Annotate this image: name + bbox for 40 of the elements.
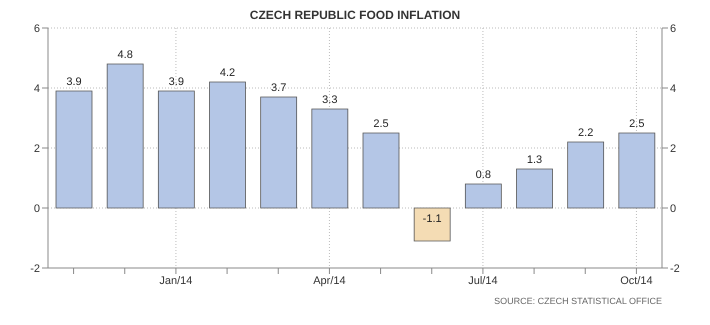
data-label: 3.9 <box>66 76 82 88</box>
y-tick-label: -2 <box>30 262 40 275</box>
data-label: 3.9 <box>168 76 184 88</box>
y-tick-label: 0 <box>34 202 40 215</box>
data-label: 4.8 <box>118 49 133 61</box>
y2-tick-label: 2 <box>670 142 676 155</box>
data-label: 1.3 <box>526 154 542 166</box>
y2-tick-label: 4 <box>670 82 676 95</box>
bar <box>260 96 298 208</box>
bar <box>209 82 246 208</box>
source-note: SOURCE: CZECH STATISTICAL OFFICE <box>493 296 663 306</box>
y2-tick-label: 0 <box>670 202 676 215</box>
bar <box>618 132 656 208</box>
data-label: 2.5 <box>373 118 389 130</box>
y2-tick-label: -2 <box>670 262 680 275</box>
bar <box>414 208 451 242</box>
bar <box>106 64 144 208</box>
data-label: -1.1 <box>422 213 442 225</box>
bar <box>311 108 348 208</box>
data-label: 3.3 <box>322 94 338 106</box>
data-label: 2.5 <box>629 118 644 130</box>
y-tick-label: 4 <box>34 82 40 95</box>
x-tick-label: Oct/14 <box>620 274 653 287</box>
bar <box>464 184 502 208</box>
bar <box>362 132 400 208</box>
y-tick-label: 2 <box>34 142 40 155</box>
data-label: 0.8 <box>476 169 491 181</box>
bar <box>516 168 553 208</box>
data-label: 2.2 <box>578 127 594 139</box>
y-tick-label: 6 <box>34 22 40 35</box>
data-label: 4.2 <box>220 67 236 79</box>
x-tick-label: Jan/14 <box>159 274 192 287</box>
y2-tick-label: 6 <box>670 22 676 35</box>
x-tick-label: Apr/14 <box>313 274 346 287</box>
bar <box>56 90 92 208</box>
x-tick-label: Jul/14 <box>468 274 498 287</box>
data-label: 3.7 <box>271 82 286 94</box>
bar <box>158 90 195 208</box>
bar <box>567 142 604 208</box>
chart-title: CZECH REPUBLIC FOOD INFLATION <box>248 8 462 24</box>
